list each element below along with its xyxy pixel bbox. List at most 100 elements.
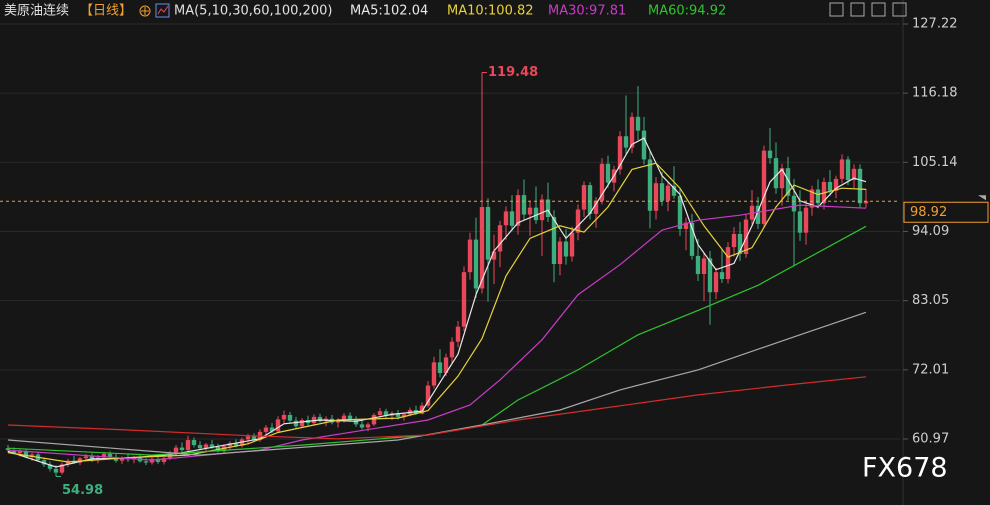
last-price-pointer bbox=[978, 195, 986, 201]
candle-body bbox=[191, 440, 197, 446]
candle-body bbox=[515, 195, 521, 226]
candle-body bbox=[287, 414, 293, 421]
candle-body bbox=[617, 136, 623, 170]
candle-body bbox=[761, 150, 767, 224]
candle-body bbox=[521, 195, 527, 215]
candle-body bbox=[839, 159, 845, 179]
candle-body bbox=[497, 225, 503, 252]
candle-body bbox=[479, 207, 485, 289]
candle-body bbox=[683, 222, 689, 229]
y-tick-label: 127.22 bbox=[912, 16, 958, 31]
candle-body bbox=[551, 217, 557, 265]
candle-body bbox=[851, 168, 857, 181]
candle-body bbox=[707, 258, 713, 293]
candle-body bbox=[41, 460, 47, 465]
candle-body bbox=[833, 178, 839, 191]
candle-body bbox=[449, 341, 455, 358]
candle-body bbox=[47, 464, 53, 469]
candle-body bbox=[275, 419, 281, 432]
candle-body bbox=[803, 207, 809, 233]
candle-body bbox=[695, 255, 701, 275]
annotation: 54.98 bbox=[62, 483, 103, 498]
candle-body bbox=[677, 195, 683, 229]
ma-line bbox=[7, 162, 867, 463]
legend-entry: MA5:102.04 bbox=[350, 4, 428, 19]
candle-body bbox=[605, 163, 611, 183]
indicator-icon[interactable] bbox=[155, 3, 170, 18]
candle-body bbox=[473, 239, 479, 289]
y-tick-label: 116.18 bbox=[912, 86, 958, 101]
candle-body bbox=[491, 251, 497, 260]
ma-line bbox=[7, 311, 867, 456]
candle-body bbox=[161, 458, 167, 462]
candle-body bbox=[179, 447, 185, 451]
legend-entry: MA30:97.81 bbox=[548, 4, 626, 19]
tool-button[interactable] bbox=[850, 2, 865, 17]
chart-title: 美原油连续 bbox=[4, 3, 69, 19]
candle-body bbox=[533, 207, 539, 221]
candle-body bbox=[383, 411, 389, 416]
candle-body bbox=[335, 419, 341, 423]
candle-body bbox=[647, 159, 653, 211]
period[interactable]: 【日线】 bbox=[80, 4, 132, 19]
candle-body bbox=[575, 209, 581, 233]
candle-body bbox=[857, 168, 863, 204]
candle-body bbox=[485, 207, 491, 260]
candle-body bbox=[101, 453, 107, 458]
candle-body bbox=[251, 436, 257, 441]
candle-body bbox=[23, 451, 29, 457]
y-tick-label: 72.01 bbox=[912, 362, 949, 377]
candle-body bbox=[341, 415, 347, 420]
candle-body bbox=[791, 195, 797, 212]
candle-body bbox=[671, 185, 677, 196]
candle-body bbox=[155, 458, 161, 462]
candle-body bbox=[269, 427, 275, 432]
tool-button[interactable] bbox=[892, 2, 907, 17]
last-price-label: 98.92 bbox=[910, 205, 947, 220]
candle-body bbox=[455, 326, 461, 342]
candle-body bbox=[815, 189, 821, 204]
candle-body bbox=[431, 362, 437, 386]
candle-body bbox=[371, 414, 377, 425]
y-tick-label: 83.05 bbox=[912, 293, 949, 308]
candle-body bbox=[509, 211, 515, 226]
candle-body bbox=[629, 116, 635, 148]
tool-button[interactable] bbox=[871, 2, 886, 17]
candle-body bbox=[347, 415, 353, 420]
candle-body bbox=[53, 468, 59, 473]
candle-body bbox=[185, 440, 191, 451]
ma-line bbox=[7, 376, 867, 440]
candle-body bbox=[395, 413, 401, 417]
settings-icon[interactable] bbox=[139, 5, 151, 17]
ma-line bbox=[7, 137, 867, 468]
candle-body bbox=[149, 458, 155, 463]
tool-button[interactable] bbox=[829, 2, 844, 17]
candle-body bbox=[29, 454, 35, 457]
ma-line bbox=[7, 225, 867, 456]
candle-body bbox=[5, 448, 11, 451]
candle-body bbox=[863, 201, 869, 204]
candle-body bbox=[107, 453, 113, 457]
candle-body bbox=[311, 416, 317, 424]
candle-body bbox=[587, 185, 593, 214]
candle-body bbox=[845, 159, 851, 181]
y-tick-label: 60.97 bbox=[912, 431, 949, 446]
candle-body bbox=[443, 357, 449, 374]
candle-body bbox=[809, 189, 815, 208]
legend-entry: MA10:100.82 bbox=[447, 4, 534, 19]
candle-body bbox=[539, 199, 545, 221]
candle-body bbox=[263, 427, 269, 432]
candle-body bbox=[245, 436, 251, 440]
candle-body bbox=[701, 258, 707, 275]
candle-body bbox=[419, 405, 425, 414]
candle-body bbox=[293, 420, 299, 427]
candle-body bbox=[737, 233, 743, 255]
candle-body bbox=[731, 233, 737, 248]
legend-entry: MA60:94.92 bbox=[648, 4, 726, 19]
candle-body bbox=[713, 272, 719, 293]
candle-body bbox=[689, 222, 695, 256]
candle-body bbox=[83, 456, 89, 459]
candle-body bbox=[719, 272, 725, 280]
